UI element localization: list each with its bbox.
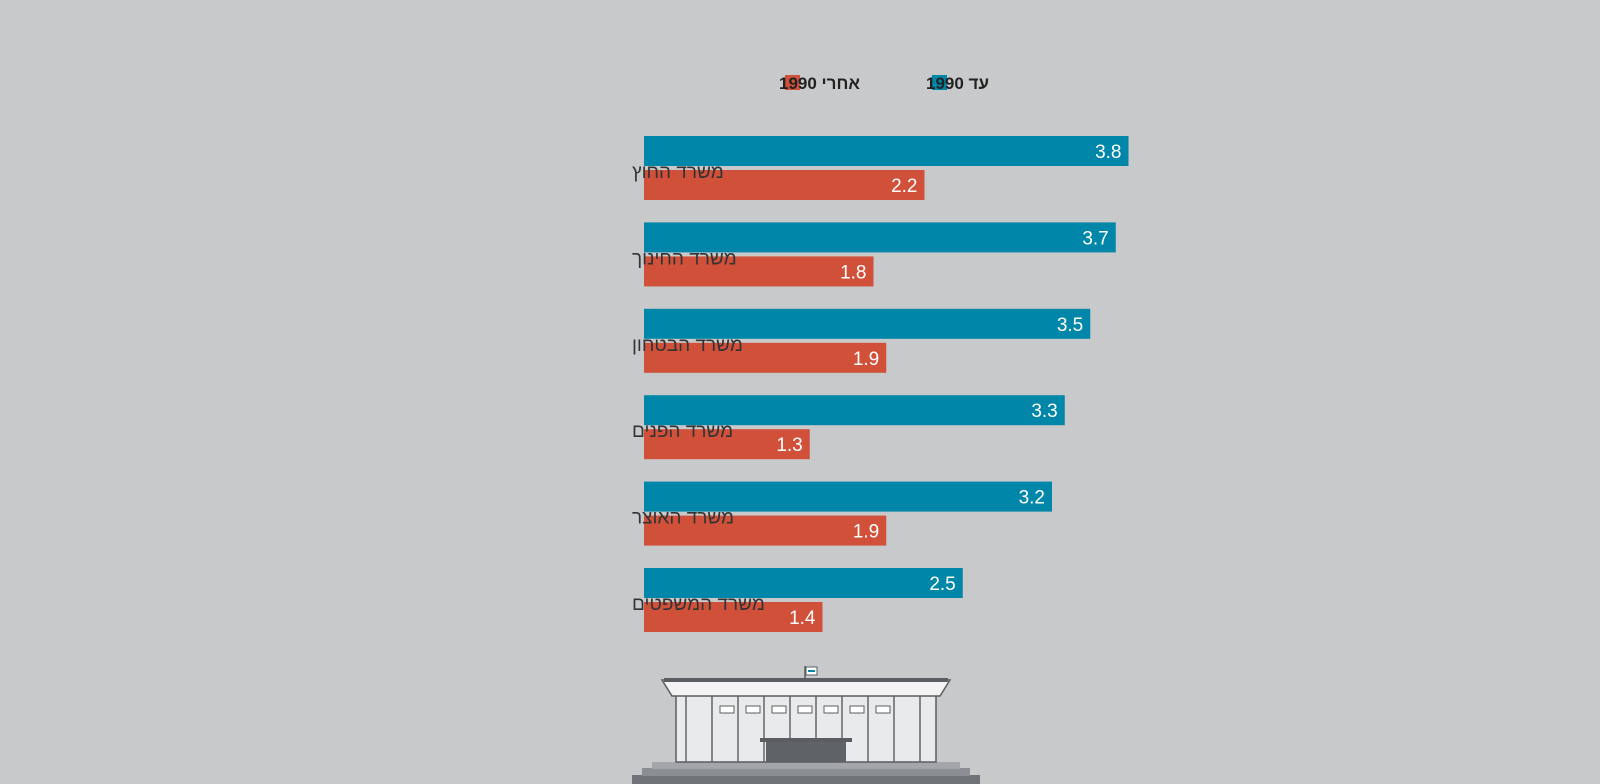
value-label-after-2: 1.9 xyxy=(853,349,879,370)
legend-label-1: אחרי 1990 xyxy=(779,74,860,93)
value-label-after-5: 1.4 xyxy=(789,608,816,629)
category-label-0: משרד החוץ xyxy=(632,162,724,183)
category-label-4: משרד האוצר xyxy=(632,508,734,529)
legend: עד 1990 אחרי 1990 xyxy=(779,74,989,93)
bar-before-3 xyxy=(644,395,1065,426)
bar-before-0 xyxy=(644,136,1129,166)
bar-after-1 xyxy=(644,256,874,287)
category-label-1: משרד החינוך xyxy=(632,248,737,269)
value-label-after-3: 1.3 xyxy=(776,435,802,456)
category-label-5: משרד המשפטים xyxy=(632,594,765,615)
bar-before-5 xyxy=(644,568,963,598)
legend-swatch-0 xyxy=(932,75,947,90)
category-label-2: משרד הבטחון xyxy=(632,335,743,356)
bar-after-5 xyxy=(644,602,823,632)
bar-after-2 xyxy=(644,342,887,373)
bar-after-4 xyxy=(644,515,887,546)
category-label-3: משרד הפנים xyxy=(632,421,733,442)
bar-before-1 xyxy=(644,222,1116,253)
legend-label-0: עד 1990 xyxy=(926,74,989,93)
value-label-before-0: 3.8 xyxy=(1095,142,1121,163)
bar-after-0 xyxy=(644,170,925,200)
value-label-before-3: 3.3 xyxy=(1031,401,1057,422)
knesset-building-icon xyxy=(632,666,980,784)
value-label-after-0: 2.2 xyxy=(891,176,917,197)
value-label-before-5: 2.5 xyxy=(929,574,955,595)
value-label-before-1: 3.7 xyxy=(1082,228,1108,249)
value-label-before-4: 3.2 xyxy=(1019,488,1045,509)
bar-before-4 xyxy=(644,481,1052,512)
value-label-after-4: 1.9 xyxy=(853,522,879,543)
value-label-after-1: 1.8 xyxy=(840,262,866,283)
legend-swatch-1 xyxy=(785,75,800,90)
bar-before-2 xyxy=(644,308,1091,339)
bar-after-3 xyxy=(644,429,810,460)
value-label-before-2: 3.5 xyxy=(1057,315,1083,336)
bars-group: 3.8 2.2 משרד החוץ 3.7 1.8 משרד החינוך 3.5 1.9 מש… xyxy=(632,136,1129,632)
